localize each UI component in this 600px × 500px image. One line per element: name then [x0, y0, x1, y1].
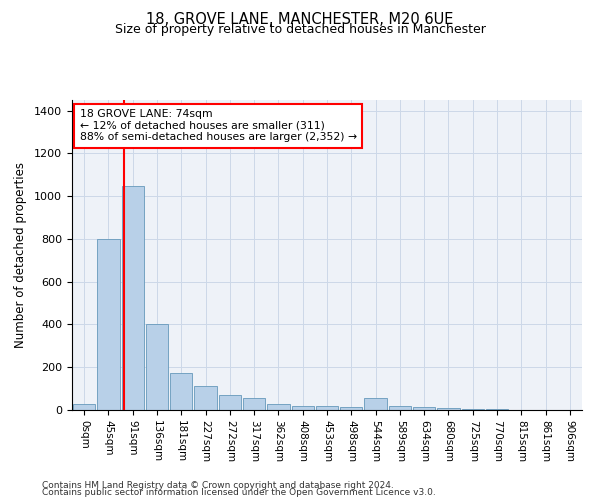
Bar — [413, 408, 436, 410]
Bar — [292, 406, 314, 410]
Text: Size of property relative to detached houses in Manchester: Size of property relative to detached ho… — [115, 22, 485, 36]
Text: 18 GROVE LANE: 74sqm
← 12% of detached houses are smaller (311)
88% of semi-deta: 18 GROVE LANE: 74sqm ← 12% of detached h… — [80, 110, 357, 142]
Bar — [73, 404, 95, 410]
Bar — [316, 406, 338, 410]
Bar — [389, 406, 411, 410]
Bar — [122, 186, 144, 410]
Bar — [461, 409, 484, 410]
Bar — [170, 372, 193, 410]
Bar — [146, 324, 168, 410]
Bar — [218, 395, 241, 410]
Text: Contains public sector information licensed under the Open Government Licence v3: Contains public sector information licen… — [42, 488, 436, 497]
Bar — [243, 398, 265, 410]
Text: 18, GROVE LANE, MANCHESTER, M20 6UE: 18, GROVE LANE, MANCHESTER, M20 6UE — [146, 12, 454, 28]
Bar — [364, 398, 387, 410]
Bar — [194, 386, 217, 410]
Bar — [340, 407, 362, 410]
Bar — [437, 408, 460, 410]
Y-axis label: Number of detached properties: Number of detached properties — [14, 162, 27, 348]
Bar — [97, 239, 119, 410]
Bar — [267, 404, 290, 410]
Text: Contains HM Land Registry data © Crown copyright and database right 2024.: Contains HM Land Registry data © Crown c… — [42, 480, 394, 490]
